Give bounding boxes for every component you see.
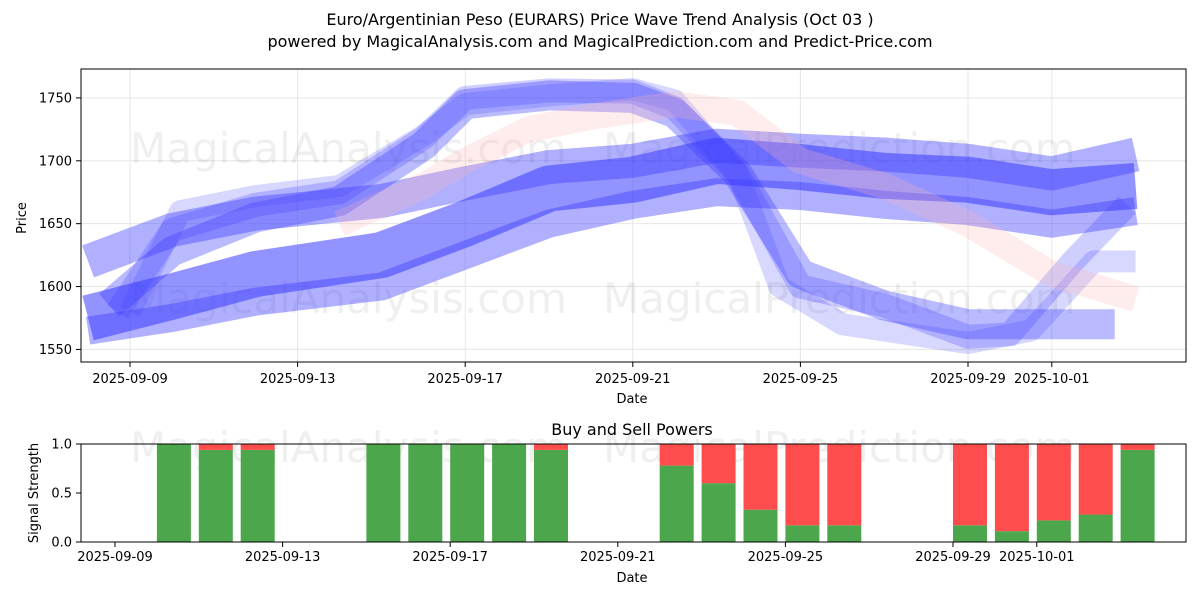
sell-bar xyxy=(785,444,820,526)
signal-x-tick-label: 2025-09-25 xyxy=(748,550,824,565)
signal-x-tick-label: 2025-10-01 xyxy=(999,550,1075,565)
sell-bar xyxy=(743,444,778,510)
price-panel: MagicalAnalysis.com MagicalPrediction.co… xyxy=(15,68,1187,407)
sell-bar xyxy=(534,444,568,450)
signal-x-tick-label: 2025-09-09 xyxy=(77,550,153,565)
buy-bar xyxy=(408,444,443,542)
price-x-axis-label: Date xyxy=(616,392,647,407)
price-waves xyxy=(82,78,1140,355)
price-wave-peak xyxy=(99,80,1115,340)
signal-y-tick-label: 0.0 xyxy=(51,536,72,551)
buy-bar xyxy=(994,531,1029,542)
buy-bar xyxy=(156,444,191,542)
buy-bar xyxy=(1078,514,1113,542)
price-x-tick-label: 2025-10-01 xyxy=(1014,372,1090,387)
price-wave-red xyxy=(334,91,1140,312)
price-y-tick-label: 1650 xyxy=(39,217,72,232)
sell-bar xyxy=(953,444,987,526)
watermark-analysis-top: MagicalAnalysis.com xyxy=(130,124,567,173)
signal-panel-title: Buy and Sell Powers xyxy=(551,420,713,439)
chart-title: Euro/Argentinian Peso (EURARS) Price Wav… xyxy=(326,10,874,29)
signal-x-tick-label: 2025-09-17 xyxy=(412,550,488,565)
signal-x-axis-label: Date xyxy=(616,571,647,586)
sell-bar xyxy=(659,444,694,466)
buy-bar xyxy=(953,525,987,542)
watermark-prediction-middle: MagicalPrediction.com xyxy=(603,274,1076,323)
price-x-tick-label: 2025-09-09 xyxy=(92,372,168,387)
buy-bar xyxy=(534,449,568,542)
signal-y-axis-label: Signal Strength xyxy=(27,443,42,543)
price-y-tick-label: 1750 xyxy=(39,91,72,106)
price-x-tick-label: 2025-09-13 xyxy=(260,372,336,387)
price-x-tick-label: 2025-09-21 xyxy=(595,372,671,387)
price-y-tick-label: 1600 xyxy=(39,280,72,295)
signal-panel: Buy and Sell Powers MagicalAnalysis.com … xyxy=(27,420,1187,586)
signal-x-tick-label: 2025-09-29 xyxy=(915,550,991,565)
price-y-tick-label: 1700 xyxy=(39,154,72,169)
buy-bar xyxy=(198,449,233,542)
price-wave-main xyxy=(82,137,1138,341)
sell-bar xyxy=(827,444,862,526)
sell-bar xyxy=(198,444,233,450)
signal-y-tick-label: 0.5 xyxy=(51,487,72,502)
price-wave-upper xyxy=(82,128,1140,278)
price-wave-peak-3 xyxy=(120,78,1136,355)
price-plot-background xyxy=(81,69,1186,362)
price-y-tick-label: 1550 xyxy=(39,343,72,358)
chart-subtitle: powered by MagicalAnalysis.com and Magic… xyxy=(267,32,933,51)
buy-bar xyxy=(785,525,820,542)
sell-bar xyxy=(994,444,1029,532)
buy-bar xyxy=(743,509,778,542)
signal-x-tick-label: 2025-09-13 xyxy=(245,550,321,565)
price-plot-frame xyxy=(80,68,1187,363)
buy-bar xyxy=(366,444,401,542)
buy-bar xyxy=(701,483,736,542)
signal-x-tick-label: 2025-09-21 xyxy=(580,550,656,565)
price-x-tick-label: 2025-09-17 xyxy=(427,372,503,387)
price-y-axis: 1550 1600 1650 1700 1750 xyxy=(39,91,81,358)
signal-y-tick-label: 1.0 xyxy=(51,438,72,453)
sell-bar xyxy=(1036,444,1071,521)
buy-bar xyxy=(659,465,694,542)
sell-bar xyxy=(1120,444,1155,450)
sell-bar xyxy=(701,444,736,484)
price-wave-lower xyxy=(86,178,1138,345)
buy-bar xyxy=(827,525,862,542)
signal-x-axis: 2025-09-09 2025-09-13 2025-09-17 2025-09-21… xyxy=(77,542,1075,565)
buy-bar xyxy=(1036,520,1071,542)
price-wave-peak-2 xyxy=(107,78,1136,349)
buy-bar xyxy=(492,444,527,542)
signal-bars xyxy=(156,444,1155,542)
price-x-tick-label: 2025-09-29 xyxy=(930,372,1006,387)
price-y-axis-label: Price xyxy=(15,202,30,234)
price-x-tick-label: 2025-09-25 xyxy=(763,372,839,387)
signal-y-axis: 0.0 0.5 1.0 xyxy=(51,438,81,551)
price-x-axis: 2025-09-09 2025-09-13 2025-09-17 2025-09-21… xyxy=(92,362,1090,387)
buy-bar xyxy=(450,444,485,542)
sell-bar xyxy=(1078,444,1113,515)
sell-bar xyxy=(240,444,275,450)
buy-bar xyxy=(240,449,275,542)
buy-bar xyxy=(1120,449,1155,542)
